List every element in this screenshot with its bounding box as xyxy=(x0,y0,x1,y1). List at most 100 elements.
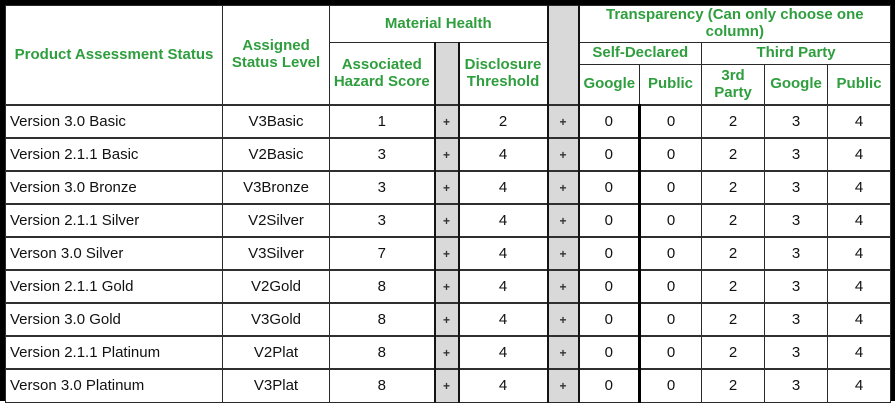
cell-third-party-3rd: 2 xyxy=(701,368,766,403)
cell-associated-hazard-score: 8 xyxy=(329,302,435,337)
subgroup-header-third-party: Third Party xyxy=(701,42,892,65)
cell-disclosure-threshold: 4 xyxy=(457,335,549,370)
cell-third-party-3rd: 2 xyxy=(701,170,766,205)
cell-self-declared-google: 0 xyxy=(578,302,641,337)
cell-product-status: Version 3.0 Bronze xyxy=(5,170,223,205)
cell-associated-hazard-score: 3 xyxy=(329,170,435,205)
cell-assigned-status-level: V2Basic xyxy=(222,137,330,172)
separator-column xyxy=(546,5,580,106)
cell-assigned-status-level: V2Gold xyxy=(222,269,330,304)
cell-associated-hazard-score: 3 xyxy=(329,203,435,238)
cell-third-party-google: 3 xyxy=(764,170,829,205)
cell-third-party-public: 4 xyxy=(827,335,892,370)
cell-plus-symbol: + xyxy=(546,236,580,271)
cell-assigned-status-level: V2Silver xyxy=(222,203,330,238)
header-row-leaf: Google Public 3rd Party Google Public xyxy=(6,64,892,106)
table-row: Version 2.1.1 Basic V2Basic 3 +4 +0 0 2 3 4 xyxy=(5,137,892,172)
cell-self-declared-public: 0 xyxy=(638,203,703,238)
cell-self-declared-public: 0 xyxy=(638,104,703,139)
cell-assigned-status-level: V3Silver xyxy=(222,236,330,271)
cell-plus-symbol: + xyxy=(433,170,460,205)
table-row: Version 3.0 Gold V3Gold 8 +4 +0 0 2 3 4 xyxy=(5,302,892,337)
header-row-subgroups: Associated Hazard Score Disclosure Thres… xyxy=(6,42,892,106)
subgroup-header-self-declared: Self-Declared xyxy=(578,42,703,65)
cell-product-status: Verson 3.0 Silver xyxy=(5,236,223,271)
cell-self-declared-public: 0 xyxy=(638,269,703,304)
cell-plus-symbol: + xyxy=(433,203,460,238)
cell-self-declared-public: 0 xyxy=(638,368,703,403)
cell-associated-hazard-score: 1 xyxy=(329,104,435,139)
cell-third-party-public: 4 xyxy=(827,302,892,337)
cell-third-party-google: 3 xyxy=(764,335,829,370)
cell-product-status: Verson 3.0 Platinum xyxy=(5,368,223,403)
cell-plus-symbol: + xyxy=(546,137,580,172)
cell-plus-symbol: + xyxy=(546,104,580,139)
cell-third-party-public: 4 xyxy=(827,104,892,139)
cell-third-party-3rd: 2 xyxy=(701,335,766,370)
col-header-disclosure-threshold: Disclosure Threshold xyxy=(457,42,549,106)
col-header-third-party-3rd: 3rd Party xyxy=(701,64,766,106)
table-row: Version 2.1.1 Gold V2Gold 8 +4 +0 0 2 3 4 xyxy=(5,269,892,304)
cell-third-party-google: 3 xyxy=(764,203,829,238)
cell-disclosure-threshold: 4 xyxy=(457,203,549,238)
col-header-self-declared-public: Public xyxy=(639,64,703,106)
cell-associated-hazard-score: 3 xyxy=(329,137,435,172)
cell-disclosure-threshold: 4 xyxy=(457,302,549,337)
cell-third-party-public: 4 xyxy=(827,269,892,304)
cell-disclosure-threshold: 4 xyxy=(457,137,549,172)
table-body: Version 3.0 Basic V3Basic 1 +2 +0 0 2 3 4 Version… xyxy=(5,104,892,403)
cell-plus-symbol: + xyxy=(433,302,460,337)
group-header-material-health: Material Health xyxy=(328,5,549,43)
col-header-product-assessment-status: Product Assessment Status xyxy=(5,5,223,106)
col-header-third-party-public: Public xyxy=(827,64,892,106)
separator-column xyxy=(433,42,460,106)
cell-self-declared-google: 0 xyxy=(578,368,641,403)
cell-assigned-status-level: V3Plat xyxy=(222,368,330,403)
cell-product-status: Version 3.0 Gold xyxy=(5,302,223,337)
cell-third-party-3rd: 2 xyxy=(701,269,766,304)
cell-third-party-public: 4 xyxy=(827,203,892,238)
cell-disclosure-threshold: 4 xyxy=(457,368,549,403)
cell-plus-symbol: + xyxy=(546,368,580,403)
cell-third-party-public: 4 xyxy=(827,236,892,271)
cell-self-declared-public: 0 xyxy=(638,236,703,271)
cell-self-declared-public: 0 xyxy=(638,302,703,337)
cell-plus-symbol: + xyxy=(546,302,580,337)
cell-third-party-3rd: 2 xyxy=(701,302,766,337)
cell-third-party-google: 3 xyxy=(764,137,829,172)
col-header-self-declared-google: Google xyxy=(578,64,641,106)
cell-plus-symbol: + xyxy=(433,137,460,172)
cell-plus-symbol: + xyxy=(433,236,460,271)
cell-assigned-status-level: V2Plat xyxy=(222,335,330,370)
table-row: Version 2.1.1 Platinum V2Plat 8 +4 +0 0 2 3 4 xyxy=(5,335,892,370)
cell-plus-symbol: + xyxy=(433,368,460,403)
cell-third-party-3rd: 2 xyxy=(701,236,766,271)
cell-self-declared-google: 0 xyxy=(578,269,641,304)
cell-plus-symbol: + xyxy=(546,203,580,238)
cell-disclosure-threshold: 4 xyxy=(457,236,549,271)
cell-associated-hazard-score: 8 xyxy=(329,269,435,304)
cell-third-party-google: 3 xyxy=(764,104,829,139)
cell-product-status: Version 2.1.1 Silver xyxy=(5,203,223,238)
header-row-groups: Product Assessment Status Assigned Statu… xyxy=(5,5,892,106)
cell-self-declared-public: 0 xyxy=(638,137,703,172)
cell-plus-symbol: + xyxy=(546,335,580,370)
cell-disclosure-threshold: 4 xyxy=(457,170,549,205)
cell-third-party-google: 3 xyxy=(764,368,829,403)
cell-product-status: Version 2.1.1 Basic xyxy=(5,137,223,172)
cell-plus-symbol: + xyxy=(546,269,580,304)
cell-product-status: Version 2.1.1 Gold xyxy=(5,269,223,304)
cell-assigned-status-level: V3Bronze xyxy=(222,170,330,205)
group-header-transparency: Transparency (Can only choose one column… xyxy=(578,5,892,43)
cell-third-party-google: 3 xyxy=(764,236,829,271)
product-assessment-table: Product Assessment Status Assigned Statu… xyxy=(5,5,892,403)
cell-assigned-status-level: V3Basic xyxy=(222,104,330,139)
cell-associated-hazard-score: 8 xyxy=(329,368,435,403)
cell-third-party-public: 4 xyxy=(827,368,892,403)
cell-third-party-public: 4 xyxy=(827,137,892,172)
cell-assigned-status-level: V3Gold xyxy=(222,302,330,337)
table-row: Verson 3.0 Platinum V3Plat 8 +4 +0 0 2 3 4 xyxy=(5,368,892,403)
cell-third-party-3rd: 2 xyxy=(701,104,766,139)
cell-self-declared-public: 0 xyxy=(638,335,703,370)
